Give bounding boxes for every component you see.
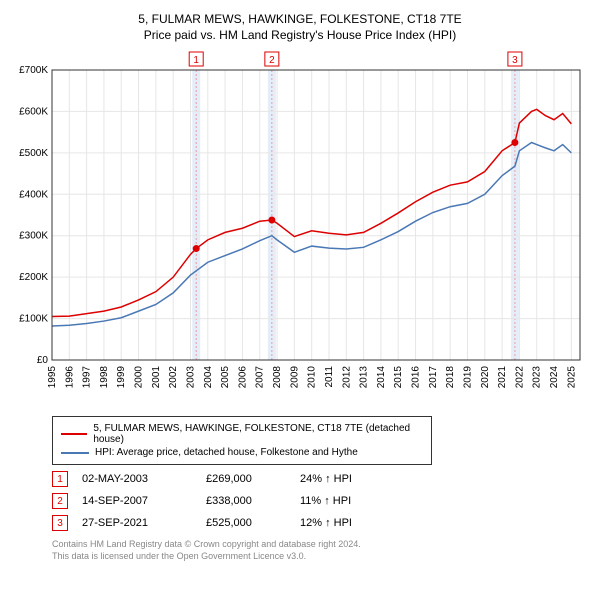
svg-text:2023: 2023 — [532, 366, 543, 389]
svg-text:2017: 2017 — [428, 366, 439, 389]
svg-text:2008: 2008 — [272, 366, 283, 389]
marker-delta-3: 12% ↑ HPI — [300, 517, 380, 529]
marker-date-1: 02-MAY-2003 — [82, 473, 192, 485]
svg-text:2025: 2025 — [566, 366, 577, 389]
footer-line-1: Contains HM Land Registry data © Crown c… — [52, 539, 590, 551]
svg-text:1997: 1997 — [82, 366, 93, 389]
chart-title-1: 5, FULMAR MEWS, HAWKINGE, FOLKESTONE, CT… — [10, 12, 590, 26]
svg-text:2: 2 — [269, 55, 275, 66]
marker-delta-1: 24% ↑ HPI — [300, 473, 380, 485]
svg-text:2018: 2018 — [445, 366, 456, 389]
svg-text:2013: 2013 — [359, 366, 370, 389]
svg-text:£600K: £600K — [19, 106, 48, 117]
svg-text:£300K: £300K — [19, 231, 48, 242]
legend: 5, FULMAR MEWS, HAWKINGE, FOLKESTONE, CT… — [52, 416, 432, 465]
legend-item-property: 5, FULMAR MEWS, HAWKINGE, FOLKESTONE, CT… — [61, 423, 423, 445]
svg-text:£200K: £200K — [19, 272, 48, 283]
marker-table: 1 02-MAY-2003 £269,000 24% ↑ HPI 2 14-SE… — [52, 471, 590, 531]
legend-swatch-hpi — [61, 452, 89, 454]
svg-text:2006: 2006 — [237, 366, 248, 389]
svg-text:£500K: £500K — [19, 148, 48, 159]
svg-text:2005: 2005 — [220, 366, 231, 389]
svg-text:2021: 2021 — [497, 366, 508, 389]
legend-item-hpi: HPI: Average price, detached house, Folk… — [61, 447, 423, 458]
svg-text:2015: 2015 — [393, 366, 404, 389]
legend-label-property: 5, FULMAR MEWS, HAWKINGE, FOLKESTONE, CT… — [93, 423, 423, 445]
marker-date-3: 27-SEP-2021 — [82, 517, 192, 529]
svg-text:2010: 2010 — [307, 366, 318, 389]
svg-text:2009: 2009 — [289, 366, 300, 389]
marker-num-1: 1 — [52, 471, 68, 487]
svg-text:1: 1 — [193, 55, 199, 66]
marker-num-3: 3 — [52, 515, 68, 531]
svg-text:2014: 2014 — [376, 366, 387, 389]
svg-text:£700K: £700K — [19, 65, 48, 76]
legend-swatch-property — [61, 433, 87, 435]
svg-text:£400K: £400K — [19, 189, 48, 200]
svg-text:1995: 1995 — [47, 366, 58, 389]
marker-price-2: £338,000 — [206, 495, 286, 507]
svg-text:2022: 2022 — [514, 366, 525, 389]
svg-text:3: 3 — [512, 55, 518, 66]
svg-text:2004: 2004 — [203, 366, 214, 389]
svg-text:2007: 2007 — [255, 366, 266, 389]
svg-text:2001: 2001 — [151, 366, 162, 389]
svg-text:£100K: £100K — [19, 314, 48, 325]
footer-line-2: This data is licensed under the Open Gov… — [52, 551, 590, 563]
svg-text:2011: 2011 — [324, 366, 335, 388]
svg-text:2016: 2016 — [411, 366, 422, 389]
svg-text:1996: 1996 — [64, 366, 75, 389]
svg-text:1998: 1998 — [99, 366, 110, 389]
marker-price-1: £269,000 — [206, 473, 286, 485]
chart-svg: £0 £100K £200K £300K £400K £500K £600K £700K 199… — [10, 50, 590, 410]
svg-text:1999: 1999 — [116, 366, 127, 389]
marker-row-1: 1 02-MAY-2003 £269,000 24% ↑ HPI — [52, 471, 590, 487]
footer: Contains HM Land Registry data © Crown c… — [52, 539, 590, 562]
svg-text:2020: 2020 — [480, 366, 491, 389]
plot-area: £0 £100K £200K £300K £400K £500K £600K £700K 199… — [10, 50, 590, 410]
svg-text:2000: 2000 — [134, 366, 145, 389]
marker-row-3: 3 27-SEP-2021 £525,000 12% ↑ HPI — [52, 515, 590, 531]
svg-text:2024: 2024 — [549, 366, 560, 389]
svg-text:2002: 2002 — [168, 366, 179, 389]
chart-container: 5, FULMAR MEWS, HAWKINGE, FOLKESTONE, CT… — [10, 12, 590, 562]
marker-num-2: 2 — [52, 493, 68, 509]
svg-text:2003: 2003 — [185, 366, 196, 389]
marker-delta-2: 11% ↑ HPI — [300, 495, 380, 507]
svg-text:2019: 2019 — [462, 366, 473, 389]
chart-title-2: Price paid vs. HM Land Registry's House … — [10, 28, 590, 42]
svg-text:2012: 2012 — [341, 366, 352, 389]
marker-row-2: 2 14-SEP-2007 £338,000 11% ↑ HPI — [52, 493, 590, 509]
marker-price-3: £525,000 — [206, 517, 286, 529]
legend-label-hpi: HPI: Average price, detached house, Folk… — [95, 447, 358, 458]
svg-text:£0: £0 — [37, 355, 49, 366]
marker-date-2: 14-SEP-2007 — [82, 495, 192, 507]
